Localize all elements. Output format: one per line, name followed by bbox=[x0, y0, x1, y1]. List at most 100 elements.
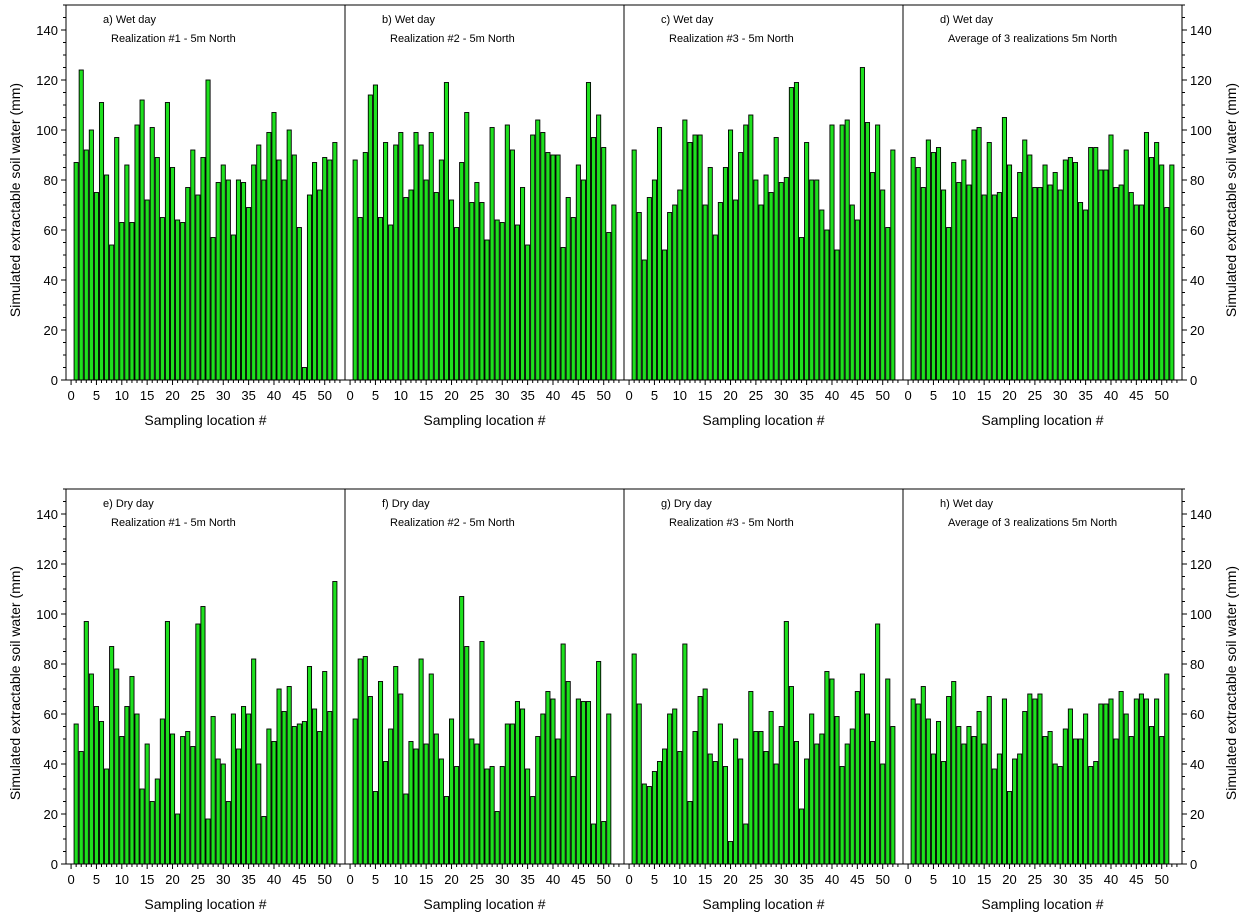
panel-title: f) Dry day bbox=[382, 498, 430, 510]
bar bbox=[910, 698, 916, 865]
bar bbox=[423, 179, 429, 381]
bar bbox=[322, 671, 328, 865]
bar bbox=[580, 179, 586, 381]
bar bbox=[829, 678, 835, 865]
bar bbox=[829, 124, 835, 381]
bar bbox=[555, 738, 561, 865]
bar bbox=[383, 142, 389, 381]
bar bbox=[819, 733, 825, 865]
y-tick-label: 60 bbox=[1190, 223, 1204, 238]
bar bbox=[276, 159, 282, 381]
bar bbox=[656, 127, 663, 381]
bar bbox=[98, 721, 105, 865]
x-tick-label: 0 bbox=[67, 872, 74, 887]
panel-subtitle: Average of 3 realizations 5m North bbox=[948, 33, 1117, 45]
bar bbox=[1159, 164, 1165, 381]
y-tick-label: 40 bbox=[1190, 757, 1204, 772]
x-tick-label: 20 bbox=[1002, 872, 1016, 887]
bar bbox=[783, 621, 789, 865]
bar bbox=[651, 179, 657, 381]
bar bbox=[875, 623, 881, 865]
bar bbox=[753, 731, 759, 865]
bar bbox=[956, 182, 962, 381]
bar bbox=[464, 646, 470, 865]
panel-c: 0 5 10 15 20 25 30 35 40 45 50 Sampling location # c… bbox=[623, 4, 904, 428]
bar bbox=[814, 743, 820, 865]
bar bbox=[646, 786, 652, 865]
bar bbox=[585, 701, 592, 865]
x-tick-label: 45 bbox=[571, 388, 585, 403]
bar bbox=[738, 152, 744, 381]
bar bbox=[215, 182, 221, 381]
y-tick-label: 140 bbox=[36, 23, 58, 38]
bar bbox=[636, 703, 642, 865]
bar bbox=[1022, 139, 1028, 381]
x-tick-label: 35 bbox=[241, 388, 255, 403]
bar bbox=[149, 127, 155, 381]
bar bbox=[738, 758, 744, 865]
bar bbox=[1164, 207, 1170, 381]
bar bbox=[707, 753, 713, 865]
bar bbox=[281, 711, 287, 865]
bar bbox=[464, 112, 470, 381]
x-tick-label: 10 bbox=[673, 872, 687, 887]
bar bbox=[763, 174, 769, 381]
bar bbox=[200, 606, 206, 865]
bar bbox=[935, 147, 942, 381]
bar bbox=[580, 701, 586, 865]
bar bbox=[266, 132, 272, 381]
x-tick-label: 35 bbox=[241, 872, 255, 887]
bar bbox=[728, 129, 734, 381]
bar bbox=[1027, 693, 1033, 865]
bar bbox=[306, 666, 313, 865]
x-tick-label: 20 bbox=[1002, 388, 1016, 403]
bar bbox=[1078, 202, 1084, 381]
x-tick-label: 50 bbox=[596, 872, 610, 887]
bar bbox=[104, 174, 110, 381]
bar bbox=[1113, 187, 1119, 381]
bar bbox=[296, 227, 302, 381]
x-tick-label: 10 bbox=[394, 388, 408, 403]
bar bbox=[352, 159, 358, 381]
x-tick-label: 0 bbox=[904, 388, 911, 403]
bar bbox=[312, 162, 318, 381]
bar bbox=[1143, 132, 1150, 381]
bar bbox=[261, 816, 267, 865]
bar bbox=[971, 736, 977, 865]
bar bbox=[1062, 728, 1068, 865]
bar bbox=[367, 696, 373, 865]
bar bbox=[1042, 736, 1048, 865]
y-tick-label: 60 bbox=[44, 223, 58, 238]
bar bbox=[494, 811, 500, 865]
bar bbox=[159, 217, 165, 381]
bar bbox=[73, 723, 79, 865]
bar bbox=[1143, 698, 1150, 865]
x-tick-label: 5 bbox=[930, 872, 937, 887]
x-tick-label: 10 bbox=[394, 872, 408, 887]
bar bbox=[514, 224, 521, 381]
bar bbox=[778, 182, 784, 381]
bar bbox=[788, 686, 794, 865]
bar bbox=[78, 69, 84, 381]
bar bbox=[352, 718, 358, 865]
bar bbox=[423, 743, 429, 865]
bar bbox=[672, 204, 678, 381]
x-tick-label: 5 bbox=[930, 388, 937, 403]
bar bbox=[687, 801, 693, 865]
x-tick-label: 50 bbox=[317, 388, 331, 403]
x-tick-label: 25 bbox=[191, 872, 205, 887]
bar bbox=[743, 823, 749, 865]
y-tick-label: 80 bbox=[1190, 657, 1204, 672]
bar bbox=[388, 728, 394, 865]
x-tick-label: 5 bbox=[93, 388, 100, 403]
bar bbox=[190, 746, 196, 865]
x-tick-label: 45 bbox=[1129, 388, 1143, 403]
x-axis-label: Sampling location # bbox=[702, 412, 824, 428]
panel-subtitle: Realization #1 - 5m North bbox=[111, 517, 236, 529]
bar bbox=[971, 129, 977, 381]
right-ylabel-top: Simulated extractable soil water (mm) bbox=[1223, 83, 1239, 317]
bar bbox=[210, 237, 216, 381]
bar bbox=[570, 217, 576, 381]
panel-f: 0 5 10 15 20 25 30 35 40 45 50 Sampling location # f… bbox=[344, 488, 625, 912]
bar bbox=[702, 688, 708, 865]
